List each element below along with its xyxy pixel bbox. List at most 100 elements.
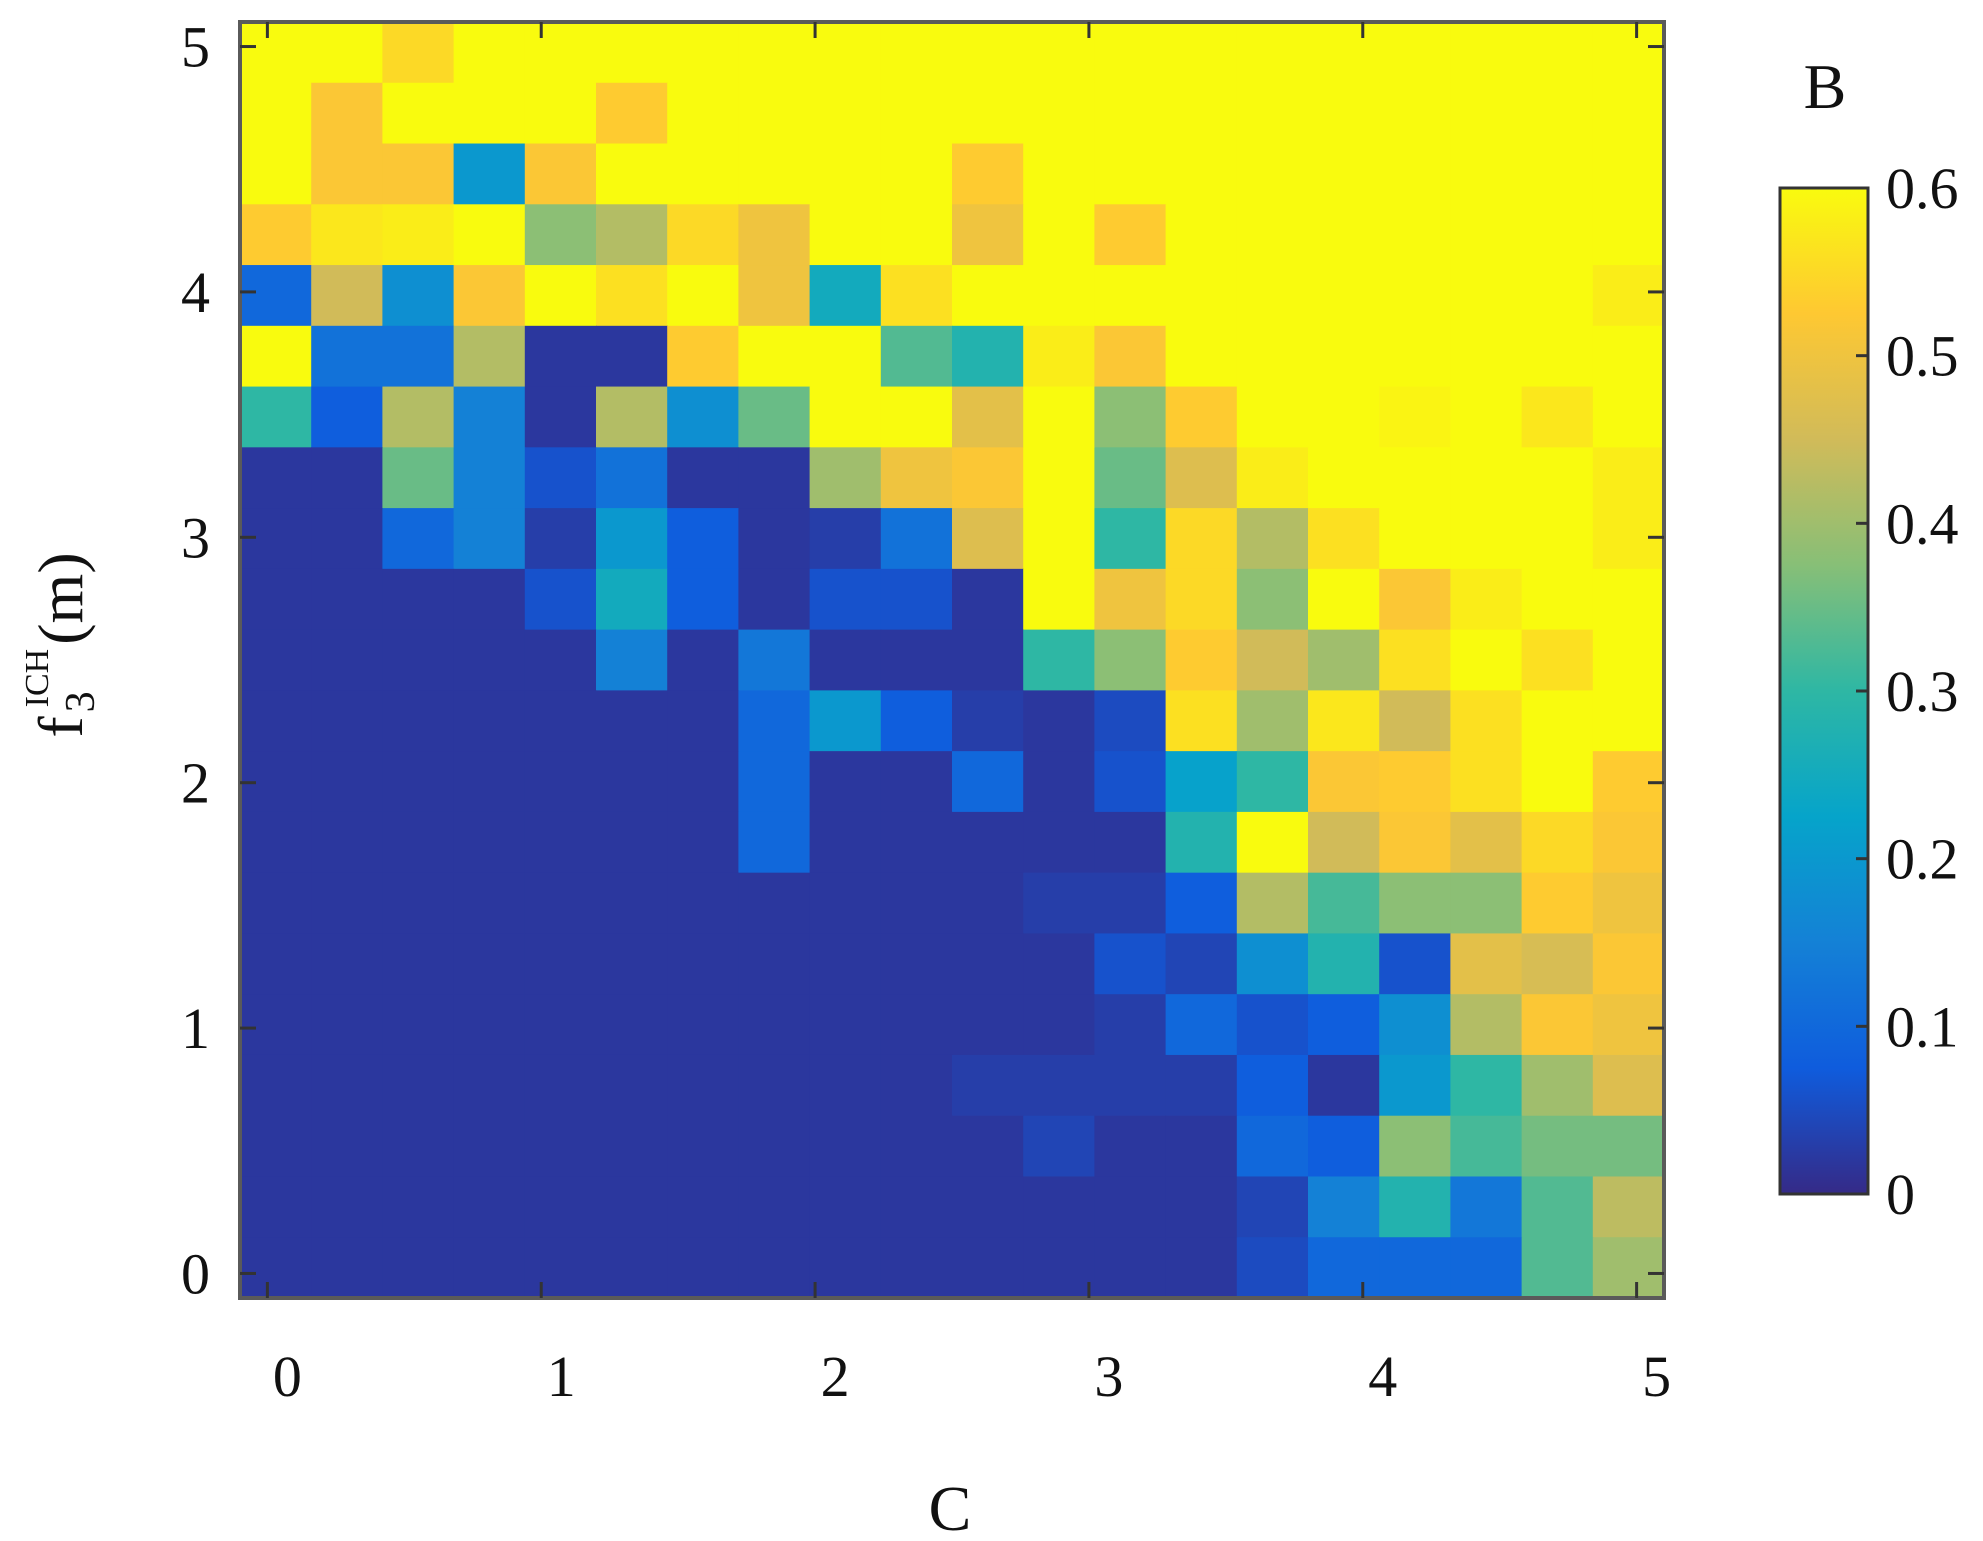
heatmap-cell	[596, 1237, 668, 1299]
heatmap-cell	[1379, 1115, 1451, 1178]
heatmap-cell	[738, 872, 811, 935]
heatmap-cell	[1521, 690, 1594, 752]
heatmap-cell	[1023, 933, 1095, 995]
heatmap-cell	[596, 690, 668, 752]
heatmap-cell	[1308, 82, 1380, 145]
heatmap-cell	[1592, 1237, 1665, 1299]
heatmap-cell	[1165, 629, 1238, 691]
heatmap-cell	[1521, 568, 1594, 631]
heatmap-cell	[1308, 1176, 1380, 1238]
heatmap-cell	[1379, 82, 1451, 145]
heatmap-cell	[809, 1176, 882, 1238]
heatmap-cell	[952, 933, 1024, 995]
heatmap-cell	[1308, 325, 1380, 388]
heatmap-cell	[240, 1237, 312, 1299]
heatmap-cell	[453, 811, 526, 874]
heatmap-cell	[382, 386, 455, 448]
heatmap-cell	[382, 1176, 455, 1238]
heatmap-cell	[667, 1176, 739, 1238]
heatmap-cell	[1094, 811, 1167, 874]
heatmap-cell	[1023, 82, 1095, 145]
y-tick-label: 0	[181, 1241, 210, 1306]
heatmap-cell	[311, 447, 383, 509]
heatmap-cell	[1379, 447, 1451, 509]
heatmap-cell	[1023, 265, 1095, 327]
heatmap-cell	[1094, 933, 1167, 995]
heatmap-cell	[667, 872, 739, 935]
heatmap-cell	[952, 325, 1024, 388]
heatmap-cell	[240, 690, 312, 752]
heatmap-cell	[1165, 82, 1238, 145]
heatmap-cell	[453, 22, 526, 84]
heatmap-cell	[1023, 1054, 1095, 1117]
x-tick-label: 1	[547, 1344, 576, 1409]
heatmap-cell	[1450, 204, 1523, 266]
heatmap-cell	[1450, 1054, 1523, 1117]
heatmap-cell	[952, 386, 1024, 448]
heatmap-cell	[952, 447, 1024, 509]
heatmap-cell	[738, 1115, 811, 1178]
heatmap-cell	[1094, 325, 1167, 388]
heatmap-cell	[1236, 204, 1309, 266]
heatmap-cell	[596, 629, 668, 691]
heatmap-cell	[453, 265, 526, 327]
heatmap-cell	[1592, 690, 1665, 752]
colorbar-tick-label: 0.4	[1886, 491, 1959, 556]
heatmap-cell	[1165, 568, 1238, 631]
heatmap-cell	[1165, 994, 1238, 1056]
heatmap-cell	[596, 811, 668, 874]
heatmap-cell	[880, 933, 953, 995]
heatmap-cell	[667, 325, 739, 388]
heatmap-cell	[453, 143, 526, 205]
heatmap-cells	[240, 22, 1665, 1299]
heatmap-cell	[880, 143, 953, 205]
heatmap-cell	[880, 1237, 953, 1299]
heatmap-cell	[738, 508, 811, 570]
heatmap-cell	[809, 265, 882, 327]
heatmap-cell	[1236, 872, 1309, 935]
heatmap-cell	[311, 872, 383, 935]
heatmap-cell	[738, 325, 811, 388]
heatmap-cell	[524, 568, 597, 631]
heatmap-cell	[1379, 629, 1451, 691]
heatmap-cell	[1521, 933, 1594, 995]
heatmap-cell	[1023, 690, 1095, 752]
x-tick-label: 4	[1368, 1344, 1397, 1409]
heatmap-cell	[1379, 386, 1451, 448]
heatmap-cell	[809, 994, 882, 1056]
heatmap-cell	[1236, 386, 1309, 448]
heatmap-cell	[952, 690, 1024, 752]
heatmap-cell	[1379, 204, 1451, 266]
heatmap-cell	[1236, 690, 1309, 752]
heatmap-cell	[880, 811, 953, 874]
heatmap-cell	[667, 1237, 739, 1299]
heatmap-cell	[240, 1115, 312, 1178]
heatmap-cell	[952, 82, 1024, 145]
heatmap-cell	[1308, 1237, 1380, 1299]
heatmap-cell	[667, 811, 739, 874]
heatmap-cell	[880, 690, 953, 752]
heatmap-cell	[524, 386, 597, 448]
heatmap-cell	[809, 690, 882, 752]
heatmap-cell	[1236, 325, 1309, 388]
heatmap-cell	[809, 751, 882, 813]
heatmap-cell	[738, 568, 811, 631]
heatmap-cell	[453, 447, 526, 509]
y-axis-title: f 3 ICH (m)	[19, 552, 104, 737]
heatmap-cell	[240, 325, 312, 388]
heatmap-cell	[880, 1176, 953, 1238]
heatmap-cell	[524, 994, 597, 1056]
heatmap-cell	[382, 1237, 455, 1299]
heatmap-cell	[1379, 994, 1451, 1056]
heatmap-cell	[1592, 629, 1665, 691]
heatmap-cell	[1165, 447, 1238, 509]
heatmap-cell	[1592, 22, 1665, 84]
heatmap-cell	[453, 386, 526, 448]
heatmap-cell	[1094, 690, 1167, 752]
heatmap-cell	[311, 1237, 383, 1299]
axis-ticks	[240, 22, 1664, 1298]
heatmap-cell	[382, 265, 455, 327]
heatmap-cell	[1094, 751, 1167, 813]
heatmap-cell	[1450, 265, 1523, 327]
heatmap-cell	[952, 143, 1024, 205]
